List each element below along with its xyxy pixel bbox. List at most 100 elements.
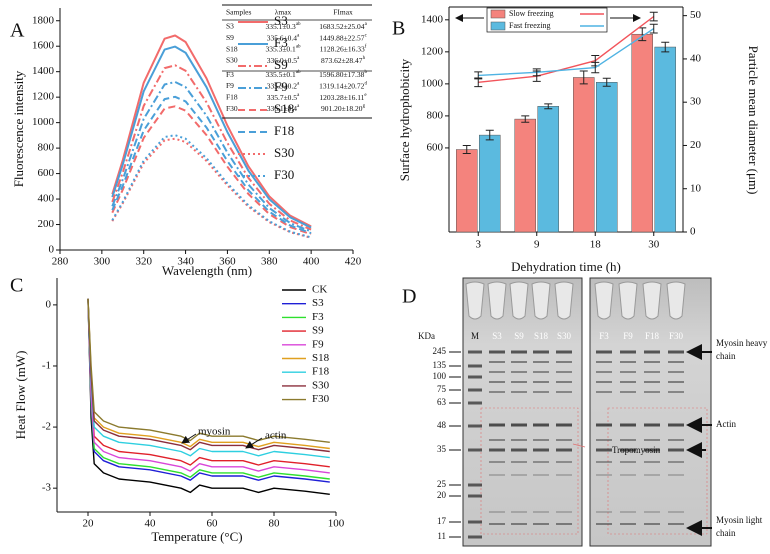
legend-label: S30 — [312, 379, 330, 391]
sample-band — [596, 511, 612, 513]
series-line — [111, 81, 312, 233]
gel-well — [487, 281, 507, 320]
sample-band — [556, 523, 572, 525]
marker-band — [468, 424, 482, 428]
sample-band — [511, 461, 527, 463]
cell-value: 1449.88±22.57 — [319, 33, 365, 42]
y2-error-bar — [474, 71, 483, 80]
cell-superscript: g — [363, 104, 366, 109]
annotation-line: Myosin heavy — [716, 338, 768, 348]
annotation: actin — [265, 430, 287, 442]
y-tick-label: -1 — [42, 360, 51, 372]
x-axis-title: Dehydration time (h) — [511, 259, 621, 274]
sample-band — [644, 448, 660, 452]
gel-annotation: Tropomyosin — [612, 445, 661, 455]
table-cell: 1203.28±16.11e — [319, 93, 367, 102]
sample-band — [620, 350, 636, 354]
y-tick-label: 400 — [38, 193, 55, 205]
series-line — [87, 298, 330, 495]
y2-tick-label: 0 — [690, 226, 696, 238]
table-cell: S30 — [226, 56, 238, 65]
legend-label: CK — [312, 284, 327, 296]
table-cell: 1683.52±25.04a — [319, 22, 367, 31]
y2-error-bar — [591, 61, 600, 74]
annotation-line: Tropomyosin — [612, 445, 661, 455]
x-tick-label: 280 — [52, 256, 69, 268]
cell-superscript: h — [363, 56, 366, 61]
x-tick-label: 80 — [269, 518, 281, 530]
lane-label: F9 — [623, 331, 633, 341]
sample-band — [489, 439, 505, 441]
table-cell: 1596.80±17.38b — [319, 70, 367, 79]
sample-band — [511, 439, 527, 441]
y-tick-label: 0 — [49, 244, 55, 256]
annotation-line: Myosin light — [716, 515, 763, 525]
sample-band — [668, 511, 684, 513]
sample-band — [556, 423, 572, 427]
x-tick-label: 320 — [135, 256, 152, 268]
sample-band — [511, 361, 527, 363]
sample-band — [596, 448, 612, 452]
sample-band — [556, 448, 572, 452]
legend-label: Slow freezing — [509, 9, 554, 18]
lane-label: M — [471, 331, 479, 341]
sample-band — [511, 350, 527, 354]
sample-band — [511, 371, 527, 373]
cell-superscript: ab — [296, 22, 301, 27]
table-cell: 335.1±0.3ab — [265, 22, 301, 31]
lane-label: S3 — [492, 331, 502, 341]
bar — [654, 46, 676, 233]
legend-label: F9 — [274, 79, 288, 94]
bar — [537, 106, 559, 233]
table-cell: 901.20±18.20g — [321, 104, 366, 113]
legend-label: S18 — [312, 352, 330, 364]
gel-panel — [462, 277, 583, 547]
sample-band — [556, 511, 572, 513]
legend-label: S3 — [312, 297, 324, 309]
cell-value: 1203.28±16.11 — [319, 93, 364, 102]
sample-band — [511, 523, 527, 525]
cell-value: 1683.52±25.04 — [319, 22, 365, 31]
sample-band — [620, 511, 636, 513]
marker-label: 17 — [437, 516, 447, 526]
cell-superscript: a — [297, 104, 300, 109]
legend-label: F3 — [274, 35, 288, 50]
cell-superscript: ab — [296, 45, 301, 50]
error-bar — [661, 41, 670, 53]
table-cell: 336.0±0.5a — [267, 56, 300, 65]
legend-label: F18 — [312, 366, 330, 378]
y2-line — [478, 15, 655, 83]
table-cell: F9 — [226, 81, 234, 90]
cell-value: 1596.80±17.38 — [319, 70, 365, 79]
cell-value: 335.6±0.4 — [267, 33, 298, 42]
lane-label: S30 — [557, 331, 572, 341]
marker-label: 20 — [437, 490, 447, 500]
y-tick-label: 1000 — [32, 116, 55, 128]
y-tick-label: 800 — [427, 109, 444, 121]
y2-tick-label: 40 — [690, 52, 702, 64]
table-cell: S9 — [226, 33, 234, 42]
x-axis-title: Wavelength (nm) — [162, 263, 252, 278]
gel-well — [642, 281, 662, 320]
sample-band — [620, 523, 636, 525]
error-bar — [521, 115, 530, 123]
x-tick-label: 420 — [345, 256, 362, 268]
sample-band — [533, 448, 549, 452]
sample-band — [533, 381, 549, 383]
sample-band — [596, 523, 612, 525]
sample-band — [668, 439, 684, 441]
sample-band — [556, 474, 572, 476]
marker-label: 100 — [433, 371, 447, 381]
legend-swatch — [490, 21, 506, 31]
sample-band — [489, 523, 505, 525]
table-cell: 335.9±0.2a — [267, 81, 300, 90]
bar — [456, 149, 478, 233]
y-tick-label: 1200 — [421, 45, 444, 57]
series-line — [87, 298, 330, 483]
table-cell: 336.1±0.4a — [267, 104, 300, 113]
sample-band — [489, 371, 505, 373]
table-header: Samples — [226, 8, 251, 17]
series-line — [87, 298, 330, 450]
sample-band — [644, 523, 660, 525]
sample-band — [644, 439, 660, 441]
